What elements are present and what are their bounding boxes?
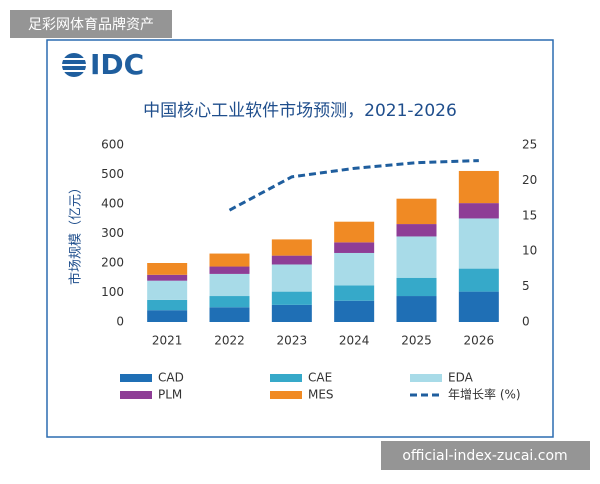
- legend-label: CAD: [158, 371, 184, 385]
- bar-segment: [209, 307, 250, 322]
- x-tick-label: 2025: [401, 334, 432, 348]
- bar-segment: [147, 280, 188, 300]
- legend-label: MES: [308, 388, 334, 402]
- bar-segment: [271, 239, 312, 256]
- legend-swatch: [270, 374, 302, 382]
- legend-label: EDA: [448, 371, 474, 385]
- bar-segment: [458, 170, 499, 204]
- logo: IDC: [60, 48, 144, 81]
- bar-segment: [271, 304, 312, 322]
- bar-segment: [458, 218, 499, 269]
- bar-segment: [396, 296, 437, 322]
- bar-segment: [458, 203, 499, 219]
- bar-segment: [147, 263, 188, 275]
- bar-segment: [458, 268, 499, 292]
- bar-segment: [271, 291, 312, 305]
- y2-tick-label: 10: [522, 244, 537, 258]
- bar-segment: [271, 264, 312, 292]
- x-tick-label: 2023: [277, 334, 308, 348]
- bar-segment: [334, 242, 375, 253]
- x-tick-label: 2024: [339, 334, 370, 348]
- bar-segment: [271, 255, 312, 265]
- growth-line: [228, 159, 479, 212]
- logo-stripes: [60, 58, 88, 72]
- y2-tick-label: 25: [522, 138, 537, 152]
- y-axis-label: 市场规模（亿元）: [68, 181, 84, 285]
- bar-segment: [147, 274, 188, 281]
- y-tick-label: 300: [101, 226, 124, 240]
- legend-swatch: [270, 391, 302, 399]
- x-tick-label: 2022: [214, 334, 245, 348]
- bar-segment: [147, 299, 188, 311]
- y2-tick-label: 5: [522, 279, 530, 293]
- y2-tick-label: 15: [522, 208, 537, 222]
- legend-swatch: [410, 374, 442, 382]
- bar-segment: [396, 236, 437, 278]
- y-tick-label: 400: [101, 197, 124, 211]
- legend-label: CAE: [308, 371, 332, 385]
- bar-segment: [209, 253, 250, 267]
- x-tick-label: 2021: [152, 334, 183, 348]
- watermark-box: [10, 10, 172, 38]
- bar-segment: [209, 266, 250, 274]
- chart-frame: [46, 39, 554, 438]
- watermark-box: [381, 441, 590, 470]
- bar-segment: [209, 273, 250, 297]
- y2-tick-label: 20: [522, 173, 537, 187]
- y-tick-label: 200: [101, 256, 124, 270]
- legend-swatch: [120, 374, 152, 382]
- y-tick-label: 600: [101, 138, 124, 152]
- chart-title: 中国核心工业软件市场预测，2021-2026: [143, 101, 457, 121]
- legend-swatch: [120, 391, 152, 399]
- watermark-bottom: official-index-zucai.com: [402, 448, 567, 464]
- bar-segment: [334, 300, 375, 322]
- y-tick-label: 0: [116, 315, 124, 329]
- bar-segment: [209, 296, 250, 308]
- logo-text: IDC: [90, 48, 144, 81]
- legend-label: 年增长率 (%): [448, 387, 521, 402]
- legend-label: PLM: [158, 388, 182, 402]
- bar-segment: [396, 224, 437, 237]
- y-tick-label: 100: [101, 285, 124, 299]
- bar-segment: [334, 285, 375, 301]
- bar-segment: [147, 310, 188, 322]
- bar-segment: [396, 198, 437, 225]
- watermark-top: 足彩网体育品牌资产: [28, 16, 154, 33]
- y-tick-label: 500: [101, 167, 124, 181]
- bar-segment: [334, 221, 375, 243]
- bar-segment: [334, 252, 375, 286]
- bar-segment: [396, 277, 437, 297]
- bar-segment: [458, 291, 499, 322]
- y2-tick-label: 0: [522, 315, 530, 329]
- x-tick-label: 2026: [464, 334, 495, 348]
